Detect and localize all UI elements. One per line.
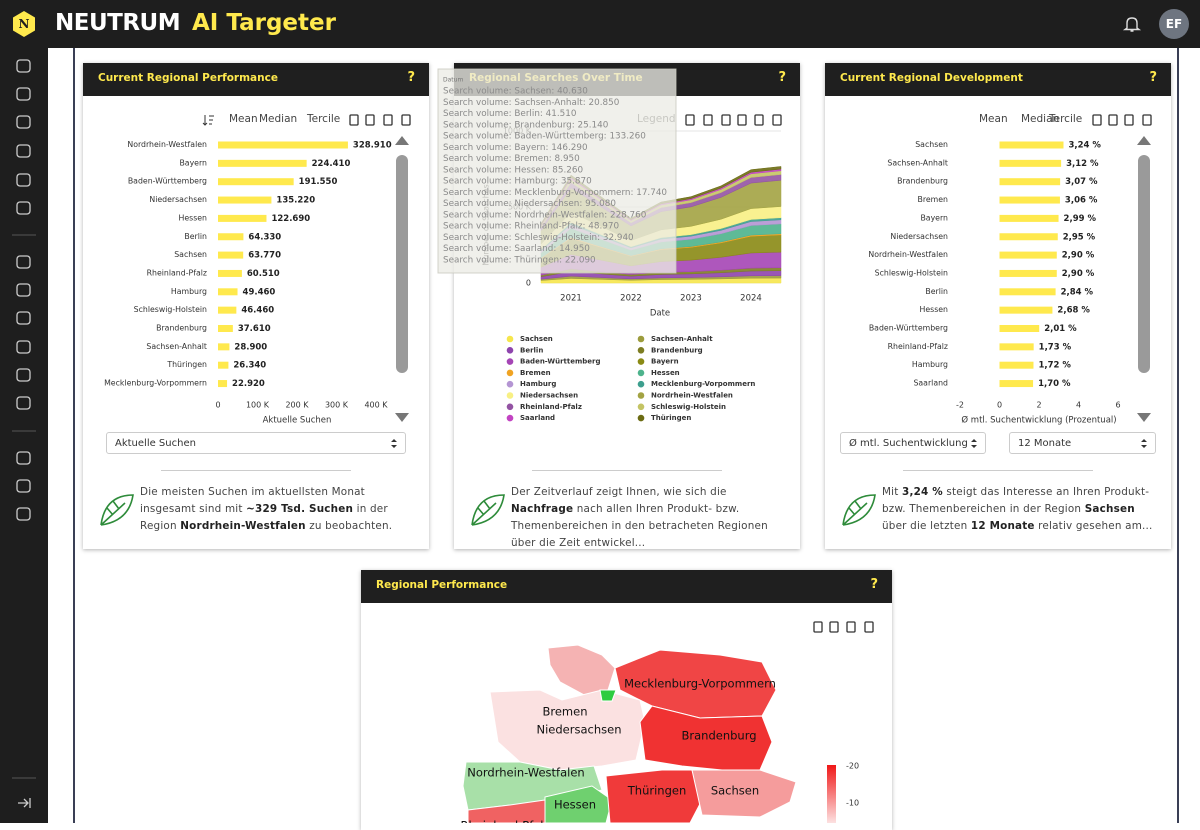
avatar[interactable]: EF <box>1159 9 1189 39</box>
card-title: Regional Searches Over Time <box>469 72 643 84</box>
select[interactable]: Ø mtl. Suchentwicklung <box>840 432 986 454</box>
insight-text-part: in der Region <box>140 503 388 532</box>
nav-icon[interactable] <box>16 451 31 465</box>
insight-text-part: ~329 Tsd. Suchen <box>246 503 354 515</box>
toolbar-button[interactable]: Legend <box>637 113 676 125</box>
toolbar-button[interactable]: Tercile <box>307 113 341 125</box>
select-value: Ø mtl. Suchentwicklung <box>849 438 968 449</box>
help-button[interactable]: ? <box>1149 70 1157 85</box>
brand: NEUTRUM <box>55 10 181 36</box>
nav-icon[interactable] <box>16 144 31 158</box>
insight-text-part: Der Zeitverlauf zeigt Ihnen, wie sich di… <box>511 486 727 498</box>
nav-icon[interactable] <box>16 396 31 410</box>
sidebar-icons <box>12 59 36 808</box>
logo: N <box>13 11 35 37</box>
help-button[interactable]: ? <box>778 70 786 85</box>
select-value: Aktuelle Suchen <box>115 438 196 449</box>
insight-text-part: Nachfrage <box>511 503 574 515</box>
insight-text-part: relativ gesehen am... <box>1034 520 1153 532</box>
select[interactable]: 12 Monate <box>1009 432 1156 454</box>
app-name: AI Targeter <box>192 10 336 36</box>
separator <box>903 470 1093 471</box>
insight-text-part: Mit <box>882 486 903 498</box>
nav-icon[interactable] <box>16 507 31 521</box>
card-title: Current Regional Performance <box>98 72 278 84</box>
card-header: Regional Performance? <box>361 570 892 603</box>
nav-icon[interactable] <box>16 201 31 215</box>
sidebar <box>0 48 48 823</box>
insight-text-part: Nordrhein-Westfalen <box>180 520 306 532</box>
nav-icon[interactable] <box>16 87 31 101</box>
toolbar-button[interactable]: Median <box>259 113 298 125</box>
select-value: 12 Monate <box>1018 438 1072 449</box>
select[interactable]: Aktuelle Suchen <box>106 432 406 454</box>
nav-icon[interactable] <box>16 59 31 73</box>
nav-icon[interactable] <box>16 115 31 129</box>
svg-text:N: N <box>19 17 30 31</box>
help-button[interactable]: ? <box>407 70 415 85</box>
card: Current Regional Performance? Die meisten… <box>83 63 429 549</box>
card: Regional Performance? <box>361 570 892 830</box>
insight-text: Der Zeitverlauf zeigt Ihnen, wie sich di… <box>511 484 786 549</box>
card: Regional Searches Over Time? Der Zeitverl… <box>454 63 800 549</box>
toolbar-button[interactable]: Mean <box>229 113 258 125</box>
help-button[interactable]: ? <box>870 577 878 592</box>
card-header: Current Regional Performance? <box>83 63 429 96</box>
insight-text-part: zu beobachten. <box>305 520 393 532</box>
insight-text-part: 12 Monate <box>970 520 1035 532</box>
toolbar-button[interactable]: Tercile <box>1049 113 1083 125</box>
insight-text-part: Sachsen <box>1084 503 1135 515</box>
nav-icon[interactable] <box>16 479 31 493</box>
separator <box>161 470 351 471</box>
card: Current Regional Development? Mit 3,24 % … <box>825 63 1171 549</box>
card-header: Current Regional Development? <box>825 63 1171 96</box>
insight-text-part: 3,24 % <box>902 486 943 498</box>
card-title: Current Regional Development <box>840 72 1023 84</box>
nav-icon[interactable] <box>16 173 31 187</box>
nav-icon[interactable] <box>16 283 31 297</box>
notification-bell[interactable] <box>1122 14 1142 34</box>
separator <box>532 470 722 471</box>
logout-icon[interactable] <box>18 798 31 808</box>
nav-icon[interactable] <box>16 368 31 382</box>
insight-text-part: über die letzten <box>882 520 971 532</box>
top-bar: N NEUTRUM AI Targeter EF <box>0 0 1200 48</box>
nav-icon[interactable] <box>16 311 31 325</box>
card-header: Regional Searches Over Time? <box>454 63 800 96</box>
insight-text: Mit 3,24 % steigt das Interesse an Ihren… <box>882 484 1157 535</box>
content-frame <box>73 48 75 823</box>
insight-text: Die meisten Suchen im aktuellsten Monat … <box>140 484 415 535</box>
nav-icon[interactable] <box>16 255 31 269</box>
insight-text-part: steigt das Interesse an Ihren Produkt- b… <box>882 486 1150 515</box>
card-title: Regional Performance <box>376 579 508 591</box>
toolbar-button[interactable]: Median <box>1021 113 1060 125</box>
toolbar-button[interactable]: Mean <box>979 113 1008 125</box>
nav-icon[interactable] <box>16 340 31 354</box>
content-frame <box>1177 48 1179 823</box>
insight-text-part: Die meisten Suchen im aktuellsten Monat … <box>140 486 365 515</box>
insight-text-part: nach allen Ihren Produkt- bzw. Themenber… <box>511 503 768 549</box>
